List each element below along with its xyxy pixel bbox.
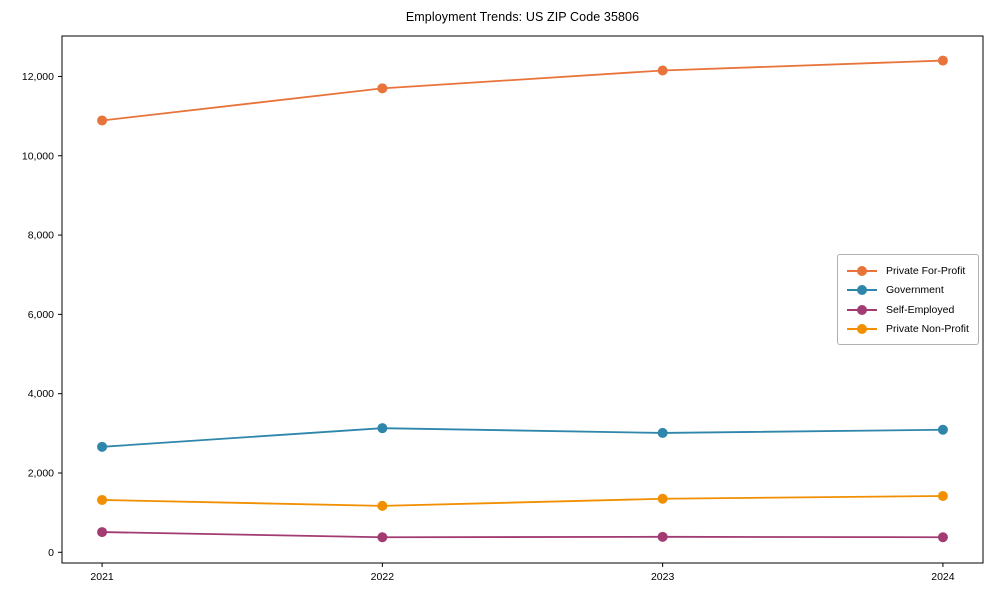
x-tick-label: 2021	[90, 571, 114, 583]
data-point-marker	[377, 83, 388, 94]
data-point-marker	[97, 494, 108, 505]
x-tick-label: 2022	[371, 571, 395, 583]
data-point-marker	[97, 441, 108, 452]
x-tick-label: 2024	[931, 571, 955, 583]
y-tick-label: 2,000	[28, 467, 54, 479]
data-point-marker	[937, 532, 948, 543]
series-line	[101, 59, 943, 122]
legend-item-private-non-profit: Private Non-Profit	[847, 320, 970, 338]
legend-label: Private For-Profit	[886, 265, 966, 277]
legend-item-self-employed: Self-Employed	[847, 301, 970, 319]
series-line	[102, 531, 943, 539]
series-line	[102, 495, 943, 507]
data-point-marker	[377, 500, 388, 511]
legend-label: Private Non-Profit	[886, 322, 969, 335]
legend-line-marker	[847, 323, 877, 334]
data-point-marker	[937, 424, 948, 435]
chart-title: Employment Trends: US ZIP Code 35806	[405, 10, 640, 24]
legend-line-marker	[847, 285, 877, 296]
data-point-marker	[97, 527, 108, 538]
legend: Private For-Profit Government Self-Emplo…	[837, 254, 979, 345]
legend-line-marker	[847, 266, 877, 276]
data-point-marker	[657, 531, 668, 542]
y-tick-label: 4,000	[28, 388, 54, 400]
legend-line-marker	[847, 304, 877, 315]
data-point-marker	[377, 423, 388, 434]
legend-label: Government	[886, 284, 944, 297]
legend-item-government: Government	[847, 281, 970, 299]
y-tick-label: 0	[48, 547, 54, 559]
axes-frame	[61, 35, 984, 564]
series-line	[102, 427, 943, 448]
y-tick-label: 6,000	[28, 309, 54, 321]
data-point-marker	[937, 55, 948, 66]
data-point-marker	[97, 115, 108, 126]
y-tick-label: 12,000	[22, 71, 54, 83]
data-point-marker	[377, 532, 388, 543]
data-point-marker	[657, 493, 668, 504]
data-point-marker	[657, 65, 668, 76]
data-point-marker	[937, 490, 948, 501]
y-tick-label: 10,000	[22, 150, 54, 162]
legend-item-private-for-profit: Private For-Profit	[847, 262, 970, 280]
x-tick-label: 2023	[651, 571, 675, 583]
y-tick-label: 8,000	[28, 230, 54, 242]
legend-label: Self-Employed	[886, 303, 955, 316]
data-point-marker	[657, 427, 668, 438]
